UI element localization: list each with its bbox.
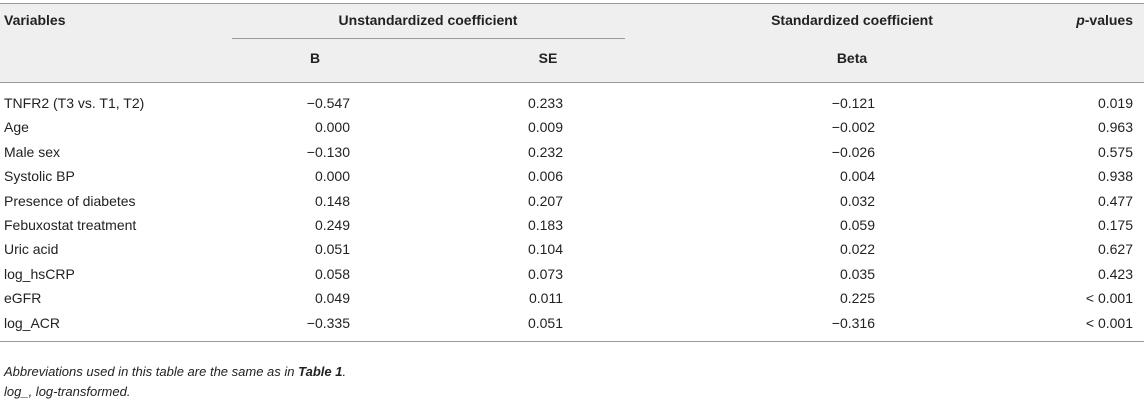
header-cell: p-values bbox=[1076, 11, 1133, 29]
row-label: Male sex bbox=[4, 143, 61, 160]
table-cell: 0.059 bbox=[839, 217, 875, 233]
table-cell: 0.019 bbox=[1097, 95, 1133, 111]
header-rule bbox=[0, 82, 1144, 83]
table-cell: 0.009 bbox=[527, 119, 563, 136]
table-cell: 0.148 bbox=[314, 192, 350, 209]
footnote: log_, log-transformed. bbox=[4, 383, 130, 401]
table-cell: 0.249 bbox=[314, 217, 350, 233]
table-cell: 0.225 bbox=[839, 290, 875, 307]
row-label: Systolic BP bbox=[4, 168, 75, 185]
header-background bbox=[0, 3, 1144, 82]
row-label: log_hsCRP bbox=[4, 265, 75, 282]
table-cell: 0.049 bbox=[314, 290, 350, 307]
table-cell: −0.335 bbox=[306, 314, 350, 331]
row-label: Febuxostat treatment bbox=[4, 217, 137, 233]
footnote-text: Abbreviations used in this table are the… bbox=[4, 364, 299, 379]
row-label: Uric acid bbox=[4, 241, 59, 258]
span-rule bbox=[232, 38, 625, 39]
table-cell: 0.000 bbox=[314, 119, 350, 136]
table-cell: −0.002 bbox=[831, 119, 875, 136]
table-cell: 0.032 bbox=[839, 192, 875, 209]
table-cell: 0.233 bbox=[527, 95, 563, 111]
header-cell: Variables bbox=[4, 12, 66, 28]
table-cell: 0.000 bbox=[314, 168, 350, 185]
table-cell: 0.477 bbox=[1097, 192, 1133, 209]
table-cell: 0.963 bbox=[1097, 119, 1133, 136]
header-cell: Standardized coefficient bbox=[771, 12, 933, 28]
header-cell: Unstandardized coefficient bbox=[338, 12, 518, 28]
table-cell: 0.035 bbox=[839, 265, 875, 282]
table-cell: 0.006 bbox=[527, 168, 563, 185]
header-text: -values bbox=[1084, 12, 1133, 28]
table-cell: 0.073 bbox=[527, 265, 563, 282]
footnote-text: log_, log-transformed. bbox=[4, 384, 131, 399]
table-cell: 0.058 bbox=[314, 265, 350, 282]
bottom-rule bbox=[0, 341, 1144, 342]
table-cell: 0.051 bbox=[527, 314, 563, 331]
table-cell: 0.104 bbox=[527, 241, 563, 258]
subheader-cell: Beta bbox=[836, 50, 868, 66]
table-cell: 0.011 bbox=[529, 290, 563, 307]
table-cell: < 0.001 bbox=[1085, 290, 1133, 307]
table-cell: −0.547 bbox=[306, 95, 350, 111]
table-cell: −0.316 bbox=[831, 314, 875, 331]
subheader-cell: SE bbox=[538, 50, 558, 66]
table-cell: −0.130 bbox=[306, 143, 350, 160]
top-rule bbox=[0, 3, 1144, 4]
row-label: TNFR2 (T3 vs. T1, T2) bbox=[4, 95, 145, 111]
table-cell: 0.627 bbox=[1097, 241, 1133, 258]
table-cell: 0.022 bbox=[839, 241, 875, 258]
table-cell: 0.175 bbox=[1097, 217, 1133, 233]
table-cell: 0.938 bbox=[1097, 168, 1133, 185]
row-label: Presence of diabetes bbox=[4, 192, 136, 209]
footnote-text: . bbox=[342, 364, 347, 379]
row-label: eGFR bbox=[4, 290, 42, 307]
row-label: Age bbox=[4, 119, 29, 136]
footnote: Abbreviations used in this table are the… bbox=[4, 363, 346, 381]
table-cell: −0.026 bbox=[831, 143, 875, 160]
table-cell: 0.207 bbox=[527, 192, 563, 209]
row-label: log_ACR bbox=[4, 314, 61, 331]
table-cell: < 0.001 bbox=[1085, 314, 1133, 331]
table-cell: 0.051 bbox=[314, 241, 350, 258]
table-cell: 0.004 bbox=[839, 168, 875, 185]
table-cell: −0.121 bbox=[831, 95, 875, 111]
table-cell: 0.232 bbox=[527, 143, 563, 160]
footnote-text: Table 1 bbox=[298, 364, 343, 379]
table-cell: 0.423 bbox=[1097, 265, 1133, 282]
subheader-cell: B bbox=[309, 50, 321, 66]
header-italic: p bbox=[1076, 12, 1085, 28]
table-cell: 0.183 bbox=[527, 217, 563, 233]
table-cell: 0.575 bbox=[1097, 143, 1133, 160]
